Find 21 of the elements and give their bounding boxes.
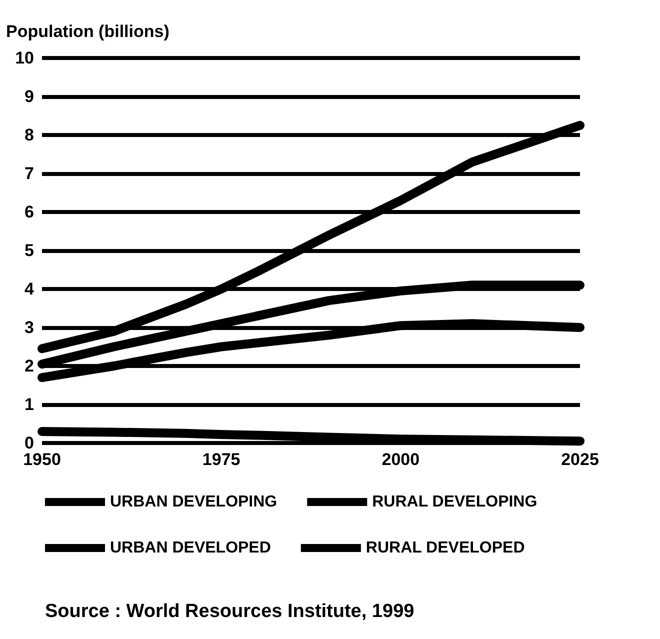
y-tick-label: 10	[15, 48, 34, 68]
x-tick-label: 1950	[23, 450, 61, 469]
legend-label: RURAL DEVELOPING	[372, 494, 538, 510]
legend-label: URBAN DEVELOPED	[110, 540, 271, 556]
y-axis-title: Population (billions)	[6, 22, 170, 41]
x-tick-label: 1975	[202, 450, 240, 469]
y-tick-label: 9	[24, 87, 34, 106]
legend-label: RURAL DEVELOPED	[366, 540, 525, 556]
y-tick-label: 4	[24, 280, 35, 298]
x-tick-label: 2000	[382, 450, 420, 469]
y-tick-label: 6	[24, 202, 34, 222]
y-tick-label: 1	[24, 395, 34, 414]
y-tick-label: 3	[24, 318, 34, 337]
x-tick-label: 2025	[561, 450, 599, 469]
y-tick-label: 2	[24, 356, 34, 376]
y-tick-label: 0	[24, 434, 34, 452]
legend-label: URBAN DEVELOPING	[110, 494, 278, 510]
y-tick-label: 5	[24, 241, 34, 260]
y-tick-label: 8	[24, 126, 34, 144]
y-tick-label: 7	[24, 164, 34, 183]
source-note: Source : World Resources Institute, 1999	[45, 601, 414, 622]
